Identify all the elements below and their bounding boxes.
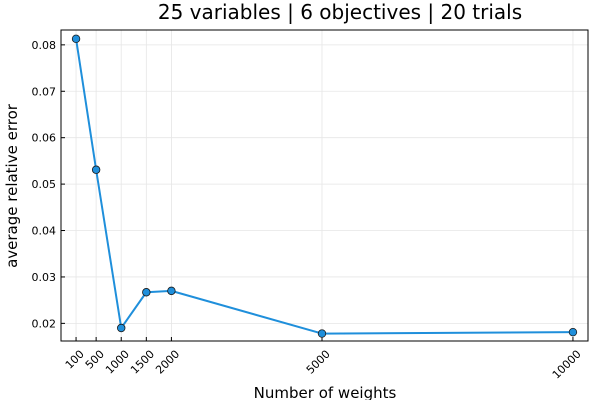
y-axis-ticks: 0.02 0.03 0.04 0.05 0.06 0.07 0.08 [32,39,65,330]
x-tick-label: 10000 [550,348,584,382]
y-tick-label: 0.02 [32,317,57,330]
y-axis-label: average relative error [3,103,21,268]
data-point [142,288,151,297]
data-point [317,329,327,338]
data-point [91,165,101,174]
y-tick-label: 0.03 [32,271,57,284]
data-point [71,34,81,44]
data-point [568,327,578,337]
y-tick-label: 0.04 [32,225,57,238]
x-tick-label: 1000 [103,348,132,377]
series-line [75,38,573,335]
y-tick-label: 0.07 [32,85,57,98]
x-tick-label: 5000 [304,348,333,377]
y-tick-label: 0.08 [32,39,57,52]
chart-title: 25 variables | 6 objectives | 20 trials [158,0,522,24]
x-axis-label: Number of weights [254,384,397,400]
data-point [117,323,126,333]
y-tick-label: 0.06 [32,132,57,145]
grid-lines [61,30,588,341]
x-tick-label: 100 [63,348,87,372]
plot-frame [60,29,589,342]
y-tick-label: 0.05 [32,178,57,191]
data-point [167,286,176,296]
x-tick-label: 2000 [153,348,182,377]
x-tick-label: 1500 [128,348,157,377]
series-group [71,34,578,338]
